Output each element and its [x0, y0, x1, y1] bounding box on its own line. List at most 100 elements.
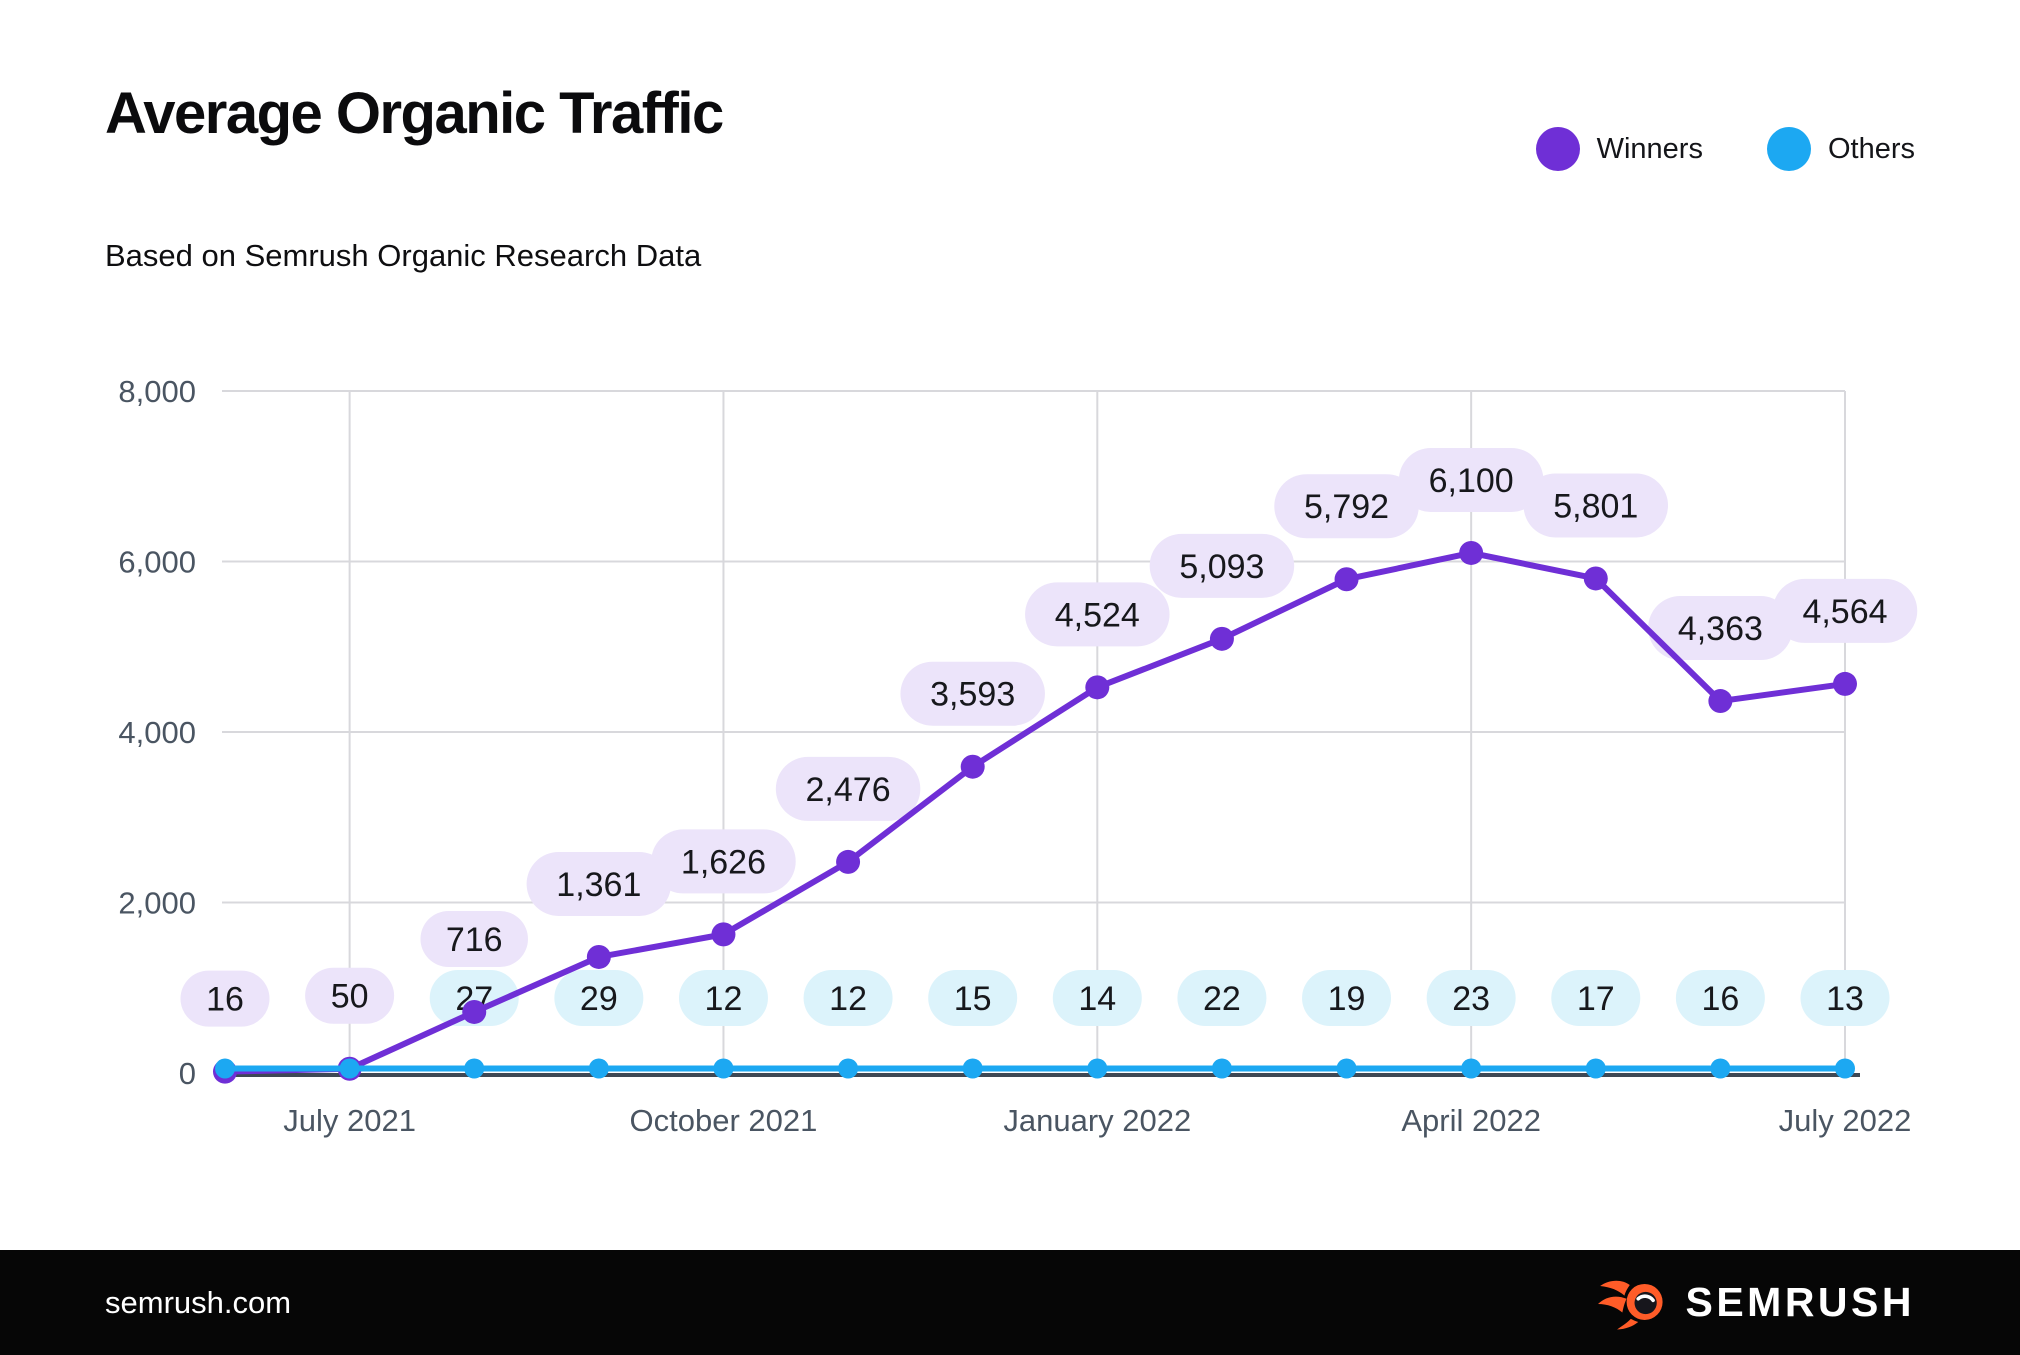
winners-value-label: 2,476	[806, 771, 891, 809]
x-axis-tick-label: April 2022	[1401, 1103, 1541, 1138]
winners-value-label: 716	[446, 921, 503, 959]
winners-point-dot	[711, 922, 736, 947]
winners-value-bubble	[180, 970, 270, 1027]
others-point-dot	[1211, 1058, 1232, 1079]
winners-point-dot	[586, 944, 611, 969]
winners-value-label: 1,361	[556, 866, 641, 904]
winners-point-dot	[836, 849, 861, 874]
legend-item-others: Others	[1766, 127, 1915, 171]
winners-point-dot	[1334, 567, 1359, 592]
flame-shape	[1598, 1296, 1628, 1313]
y-axis-tick-label: 0	[179, 1056, 196, 1091]
others-point-dot	[1336, 1058, 1357, 1079]
winners-point-dot	[462, 999, 487, 1024]
winners-value-bubble	[1274, 474, 1419, 539]
flame-shape	[1617, 1318, 1639, 1329]
others-point-dot	[713, 1058, 734, 1079]
others-value-bubble	[1800, 970, 1890, 1026]
winners-value-label: 3,593	[930, 676, 1015, 714]
winners-value-label: 4,564	[1802, 593, 1887, 631]
winners-value-label: 4,524	[1055, 596, 1140, 634]
others-value-bubble	[1675, 970, 1765, 1026]
others-value-label: 13	[1826, 980, 1864, 1018]
others-value-label: 16	[1701, 980, 1739, 1018]
winners-value-label: 6,100	[1429, 462, 1514, 500]
others-point-dot	[838, 1058, 859, 1079]
winners-value-bubble	[1025, 582, 1170, 647]
winners-value-label: 50	[331, 978, 369, 1016]
others-value-bubble	[1052, 970, 1142, 1026]
others-value-label: 17	[1577, 980, 1615, 1018]
others-value-bubble	[1426, 970, 1516, 1026]
semrush-flame-icon	[1598, 1280, 1664, 1329]
winners-legend-dot-icon	[1535, 127, 1580, 171]
others-point-dot	[1461, 1058, 1482, 1079]
legend-label-winners: Winners	[1596, 132, 1703, 165]
others-value-bubble	[429, 970, 519, 1026]
winners-point-dot	[1583, 566, 1608, 591]
y-axis-tick-label: 2,000	[118, 886, 196, 921]
organic-traffic-line-chart: 0 2,000 4,000 6,000 8,000 July 2021 October 20…	[118, 374, 1918, 1138]
chart-legend: Winners Others	[1535, 127, 1915, 171]
winners-value-label: 1,626	[681, 843, 766, 881]
others-value-label: 22	[1203, 980, 1241, 1018]
others-point-dot	[215, 1058, 235, 1079]
y-axis-tick-label: 6,000	[118, 545, 196, 580]
others-value-label: 12	[705, 980, 743, 1018]
footer-brand-logo: SEMRUSH	[1598, 1275, 1915, 1331]
winners-value-bubble	[305, 967, 395, 1024]
x-axis-tick-label: July 2021	[283, 1103, 416, 1138]
x-axis-tick-label: January 2022	[1003, 1103, 1191, 1138]
footer-brand-name: SEMRUSH	[1685, 1279, 1915, 1325]
others-point-dot	[1835, 1058, 1855, 1079]
others-value-label: 14	[1078, 980, 1116, 1018]
others-point-dot	[1710, 1058, 1731, 1079]
winners-value-label: 5,801	[1553, 487, 1638, 525]
winners-point-dot	[1085, 675, 1110, 700]
winners-value-label: 5,792	[1304, 488, 1389, 526]
winners-value-bubble	[526, 851, 672, 916]
winners-point-dot	[960, 754, 985, 779]
y-axis-tick-label: 8,000	[118, 374, 196, 409]
others-point-dot	[464, 1058, 485, 1079]
others-value-bubble	[1302, 970, 1392, 1026]
winners-value-bubble	[1648, 596, 1793, 661]
others-value-bubble	[1177, 970, 1267, 1026]
winners-value-bubble	[775, 756, 921, 821]
others-point-dot	[339, 1058, 360, 1079]
others-value-bubble	[1551, 970, 1641, 1026]
footer-bar: semrush.com SEMRUSH	[0, 1250, 2020, 1355]
others-point-dot	[962, 1058, 983, 1079]
winners-value-label: 16	[206, 981, 244, 1019]
winners-value-bubble	[900, 661, 1045, 726]
others-value-bubble	[678, 970, 768, 1026]
winners-value-bubble	[420, 910, 528, 967]
winners-point-dot	[1209, 626, 1234, 651]
others-value-bubble	[928, 970, 1018, 1026]
winners-value-bubble	[651, 829, 796, 894]
winners-value-label: 5,093	[1179, 548, 1264, 586]
winners-value-bubble	[1398, 447, 1544, 512]
footer-site-url: semrush.com	[105, 1284, 292, 1320]
others-point-dot	[588, 1058, 609, 1079]
page-title: Average Organic Traffic	[105, 81, 724, 146]
page-subtitle: Based on Semrush Organic Research Data	[105, 238, 702, 273]
others-value-label: 15	[954, 980, 992, 1018]
winners-value-bubble	[1523, 473, 1669, 538]
winners-line	[222, 549, 1848, 1075]
x-axis-tick-label: July 2022	[1779, 1103, 1912, 1138]
others-legend-dot-icon	[1766, 127, 1811, 171]
winners-point-dot	[1459, 540, 1484, 565]
winners-value-bubble	[1772, 578, 1918, 643]
others-value-label: 19	[1328, 980, 1366, 1018]
others-value-label: 12	[829, 980, 867, 1018]
legend-item-winners: Winners	[1535, 127, 1703, 171]
winners-point-dot	[1833, 671, 1857, 696]
legend-label-others: Others	[1827, 132, 1915, 165]
winners-value-label: 4,363	[1678, 610, 1763, 648]
others-value-bubble	[554, 970, 644, 1026]
others-value-label: 23	[1452, 980, 1490, 1018]
others-point-dot	[1585, 1058, 1606, 1079]
others-value-bubble	[803, 970, 893, 1026]
others-point-dot	[1087, 1058, 1108, 1079]
